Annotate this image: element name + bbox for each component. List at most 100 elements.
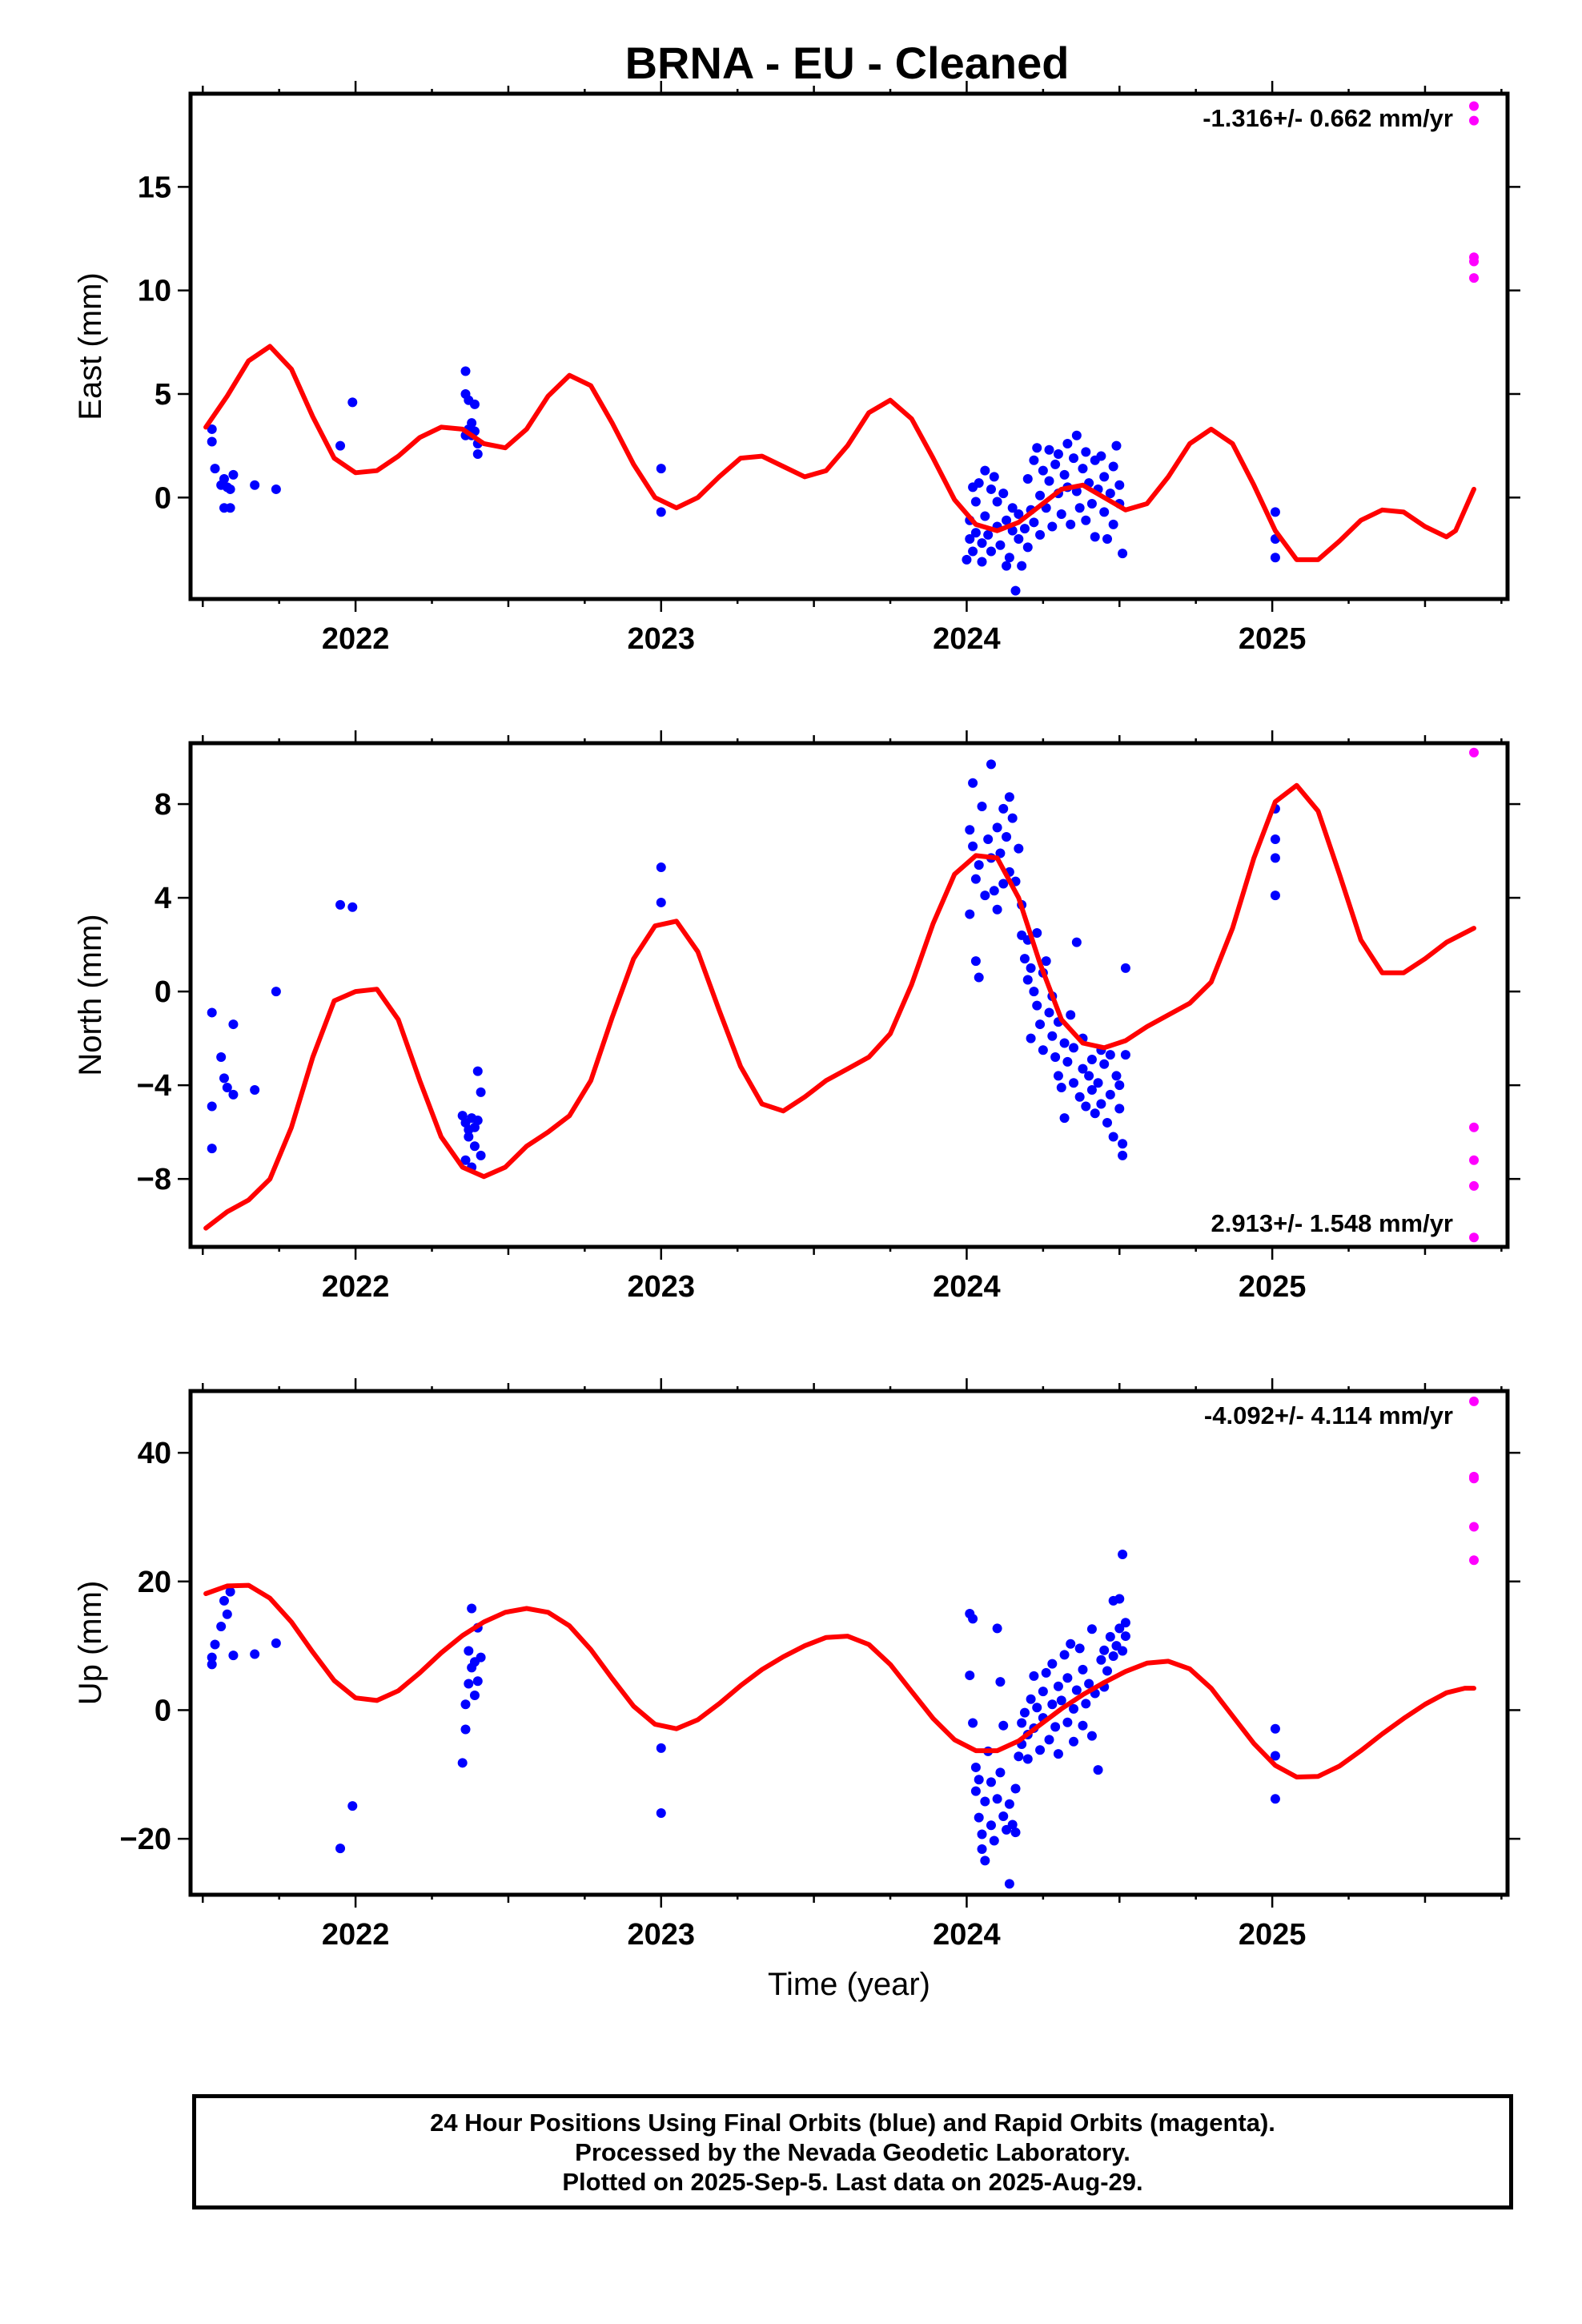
x-tick-label: 2023	[627, 1918, 695, 1952]
final-orbit-point	[1007, 813, 1018, 823]
final-orbit-point	[1074, 1092, 1085, 1102]
final-orbit-point	[1069, 453, 1079, 464]
final-orbit-point	[980, 511, 990, 521]
figure-title: BRNA - EU - Cleaned	[625, 38, 1070, 88]
final-orbit-point	[1270, 834, 1280, 844]
final-orbit-point	[1056, 509, 1066, 519]
final-orbit-point	[460, 366, 471, 376]
plot-frame	[188, 91, 1510, 601]
final-orbit-point	[1062, 439, 1073, 449]
rapid-orbit-point	[1469, 747, 1480, 758]
final-orbit-point	[1270, 1751, 1280, 1761]
final-orbit-point	[1004, 792, 1014, 802]
final-orbit-point	[980, 1856, 990, 1866]
final-orbit-point	[460, 1724, 471, 1735]
footer-line-3: Plotted on 2025-Sep-5. Last data on 2025…	[562, 2167, 1143, 2196]
final-orbit-point	[1069, 1736, 1079, 1747]
final-orbit-point	[1114, 1080, 1125, 1091]
final-orbit-point	[983, 529, 994, 540]
final-orbit-point	[469, 399, 480, 409]
final-orbit-point	[989, 472, 999, 482]
final-orbit-point	[965, 534, 975, 545]
final-orbit-point	[335, 440, 346, 451]
plot-area	[203, 747, 1480, 1243]
model-curve	[203, 1582, 1476, 1779]
final-orbit-point	[1081, 515, 1091, 525]
final-orbit-point	[1026, 1033, 1036, 1043]
chart-panel-2: 2022 2023 2024 2025 −8 −4 0 4 8 North (mm) 2.913+/…	[73, 730, 1520, 1304]
final-orbit-point	[1270, 853, 1280, 863]
final-orbit-point	[1044, 1007, 1054, 1018]
final-orbit-point	[1120, 1050, 1130, 1060]
final-orbit-point	[210, 464, 220, 474]
rapid-orbit-point	[1469, 1396, 1480, 1406]
final-orbit-point	[464, 1646, 474, 1656]
final-orbit-point	[1053, 1681, 1063, 1691]
final-orbit-point	[1120, 963, 1130, 973]
final-orbit-point	[1026, 1694, 1036, 1704]
rapid-orbit-point	[1469, 273, 1480, 283]
final-orbit-point	[1053, 1071, 1063, 1081]
final-orbit-point	[1084, 1071, 1094, 1081]
final-orbit-point	[1059, 469, 1070, 480]
final-orbit-point	[1053, 448, 1063, 459]
rapid-orbit-point	[1469, 1180, 1480, 1191]
final-orbit-point	[995, 848, 1006, 858]
final-orbit-point	[1019, 1707, 1030, 1718]
final-orbit-point	[1007, 1819, 1018, 1830]
final-orbit-point	[1041, 1667, 1051, 1678]
final-orbit-point	[1270, 1794, 1280, 1804]
final-orbit-point	[1086, 1084, 1097, 1095]
x-axis-label: Time (year)	[768, 1967, 930, 2002]
final-orbit-point	[1078, 1664, 1088, 1675]
final-orbit-point	[1096, 1655, 1106, 1665]
final-orbit-point	[1078, 1063, 1088, 1074]
final-orbit-point	[1066, 1010, 1076, 1020]
final-orbit-point	[250, 480, 260, 490]
final-orbit-point	[992, 1794, 1002, 1804]
final-orbit-point	[1056, 1083, 1066, 1093]
x-tick-label: 2025	[1239, 1270, 1307, 1304]
final-orbit-point	[970, 497, 981, 507]
final-orbit-point	[219, 474, 229, 485]
final-orbit-point	[271, 987, 281, 997]
chart-panel-1: 2022 2023 2024 2025 0 5 10 15 East (mm) -1.316+/-…	[73, 81, 1520, 656]
final-orbit-point	[983, 834, 994, 844]
final-orbit-point	[970, 956, 981, 967]
final-orbit-point	[228, 1089, 239, 1100]
rapid-orbit-point	[1469, 1232, 1480, 1243]
final-orbit-point	[1041, 956, 1051, 967]
final-orbit-point	[1105, 1050, 1115, 1060]
final-orbit-point	[1108, 1132, 1118, 1142]
final-orbit-point	[1059, 1113, 1070, 1124]
final-orbit-point	[1032, 927, 1042, 938]
velocity-rate-label: -1.316+/- 0.662 mm/yr	[1203, 104, 1453, 132]
final-orbit-point	[1017, 561, 1027, 571]
final-orbit-point	[476, 1087, 486, 1097]
plot-frame	[188, 741, 1510, 1249]
plot-area	[203, 101, 1480, 596]
final-orbit-point	[1044, 1735, 1054, 1745]
final-orbit-point	[225, 1586, 235, 1597]
final-orbit-point	[974, 1812, 984, 1823]
final-orbit-point	[1111, 1071, 1122, 1081]
final-orbit-point	[1032, 443, 1042, 453]
final-orbit-point	[207, 436, 217, 447]
final-orbit-point	[219, 1595, 229, 1606]
final-orbit-point	[1118, 1150, 1128, 1160]
final-orbit-point	[1096, 1099, 1106, 1109]
final-orbit-point	[457, 1758, 468, 1768]
final-orbit-point	[986, 546, 996, 557]
y-tick-label: 15	[138, 171, 171, 204]
y-tick-label: −8	[137, 1163, 171, 1196]
final-orbit-point	[472, 1066, 483, 1076]
final-orbit-point	[970, 874, 981, 884]
final-orbit-point	[995, 540, 1006, 550]
final-orbit-point	[1004, 1799, 1014, 1809]
final-orbit-point	[1017, 1718, 1027, 1728]
final-orbit-point	[1099, 507, 1110, 517]
final-orbit-point	[1270, 1723, 1280, 1734]
final-orbit-point	[1118, 1550, 1128, 1560]
final-orbit-point	[980, 465, 990, 476]
final-orbit-point	[1035, 490, 1046, 501]
